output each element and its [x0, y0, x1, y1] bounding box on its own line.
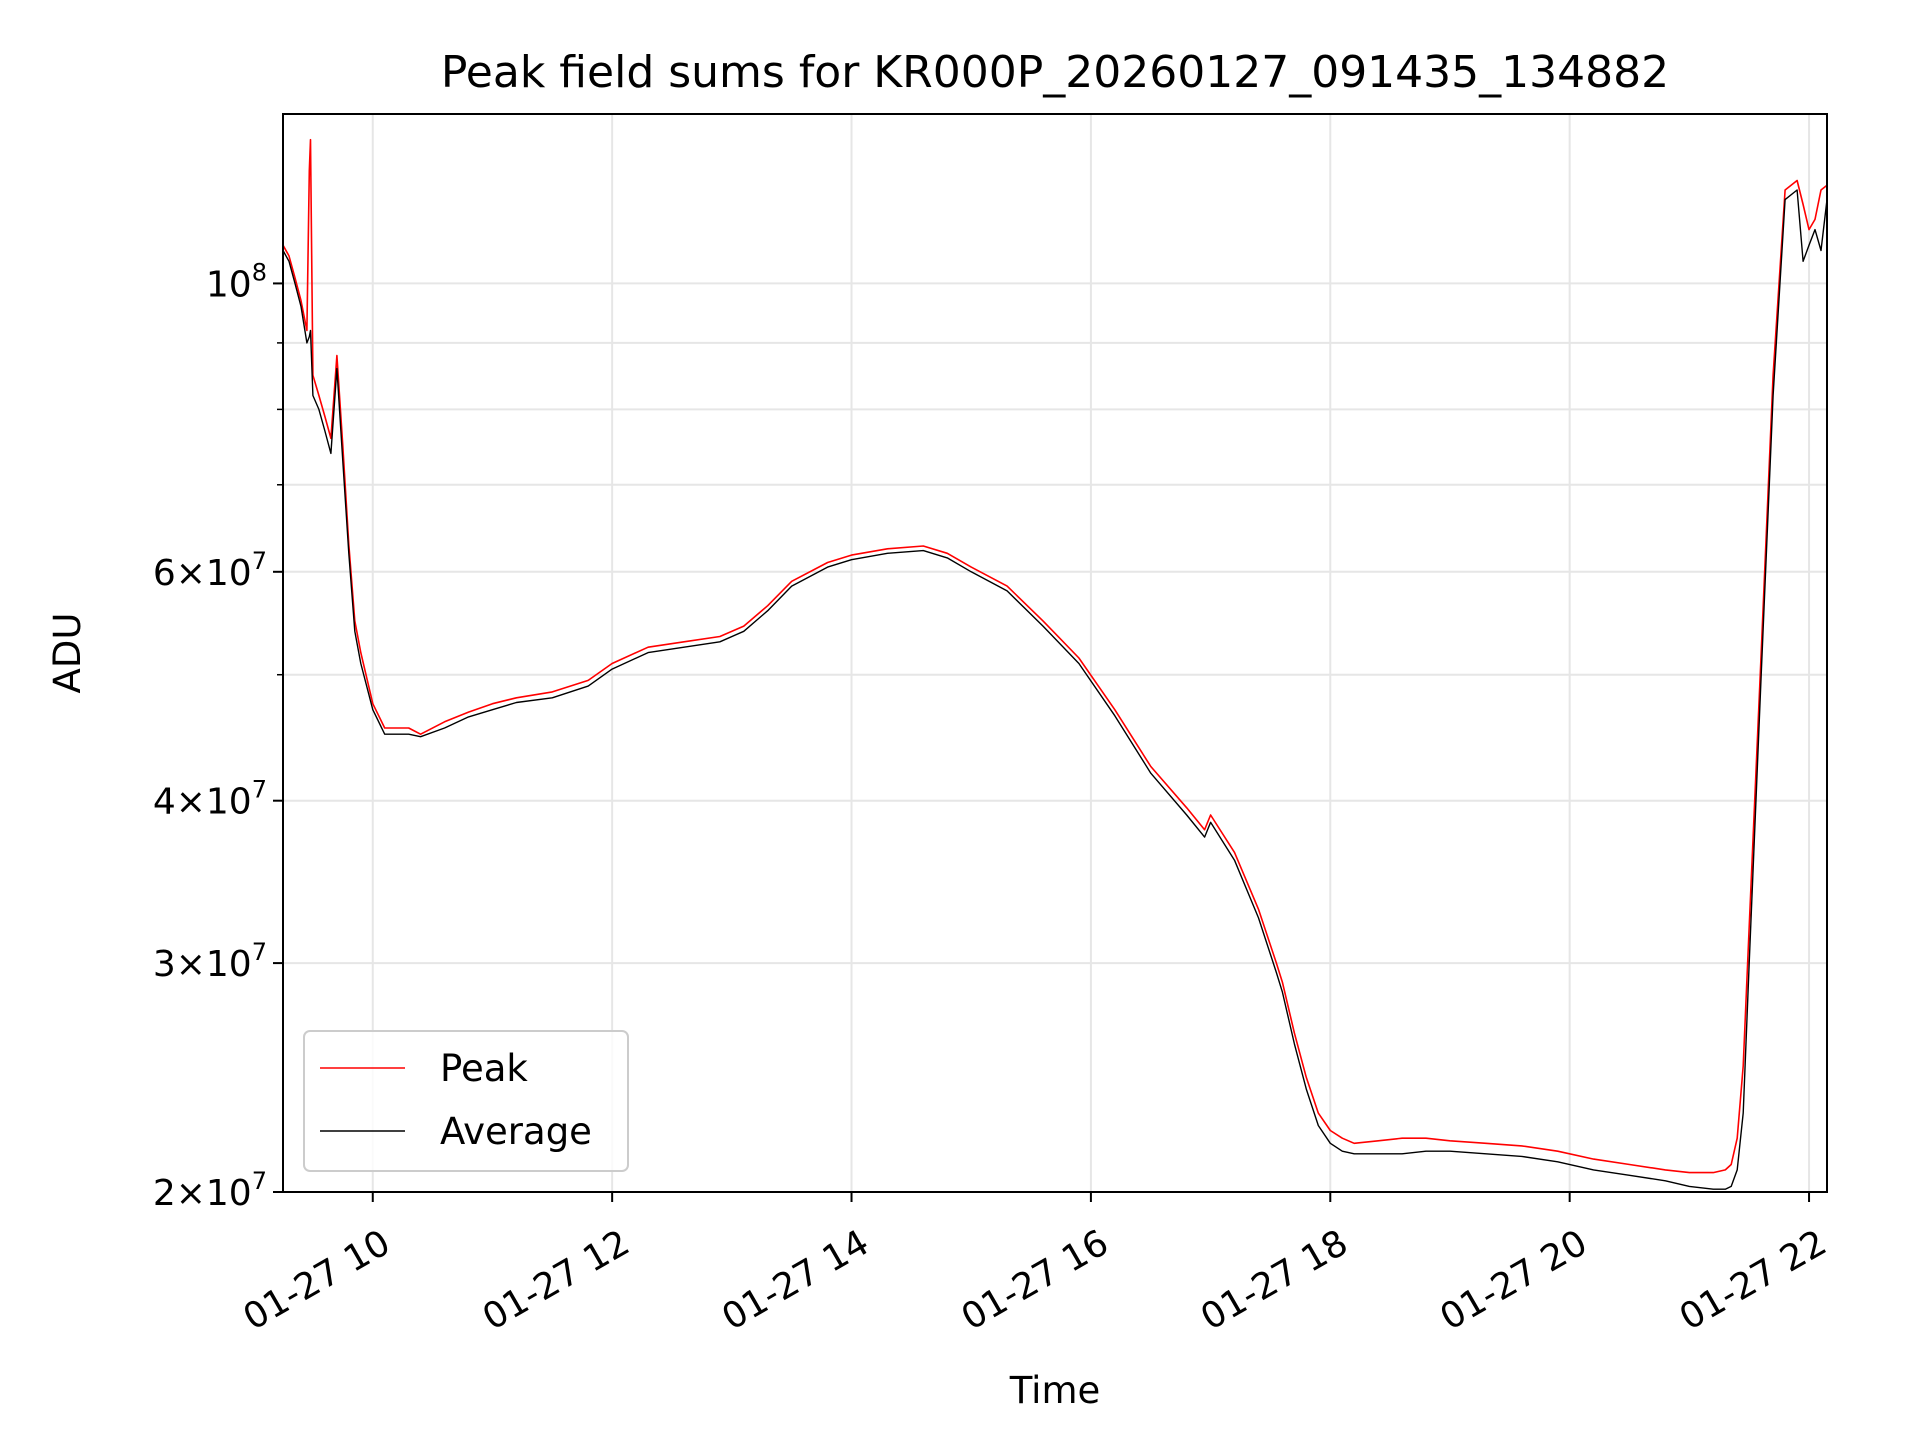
x-axis-label: Time — [1009, 1369, 1101, 1412]
plot-area — [282, 138, 1828, 1190]
y-tick-exponent: 7 — [252, 1167, 267, 1195]
y-tick-base: 10 — [206, 264, 252, 305]
y-tick-exponent: 7 — [252, 938, 267, 966]
y-tick-label: 6×107 — [153, 547, 267, 594]
chart-title: Peak field sums for KR000P_20260127_0914… — [441, 47, 1669, 98]
y-tick-label: 3×107 — [153, 938, 267, 985]
legend-label-peak: Peak — [440, 1047, 528, 1090]
legend-label-average: Average — [440, 1110, 592, 1153]
legend: Peak Average — [303, 1030, 629, 1172]
y-tick-exponent: 8 — [252, 258, 267, 286]
axes-frame — [282, 113, 1828, 1193]
y-tick-label: 108 — [206, 258, 267, 305]
y-tick-exponent: 7 — [252, 547, 267, 575]
legend-box — [303, 1030, 629, 1172]
y-tick-label: 4×107 — [153, 776, 267, 823]
y-tick-base: 6×10 — [153, 553, 252, 594]
series-line-average — [282, 189, 1828, 1190]
y-axis-label: ADU — [46, 613, 89, 694]
y-tick-label: 2×107 — [153, 1167, 267, 1214]
series-line-peak — [282, 138, 1828, 1174]
y-tick-base: 3×10 — [153, 944, 252, 985]
y-tick-base: 4×10 — [153, 782, 252, 823]
y-tick-base: 2×10 — [153, 1173, 252, 1214]
y-tick-exponent: 7 — [252, 776, 267, 804]
